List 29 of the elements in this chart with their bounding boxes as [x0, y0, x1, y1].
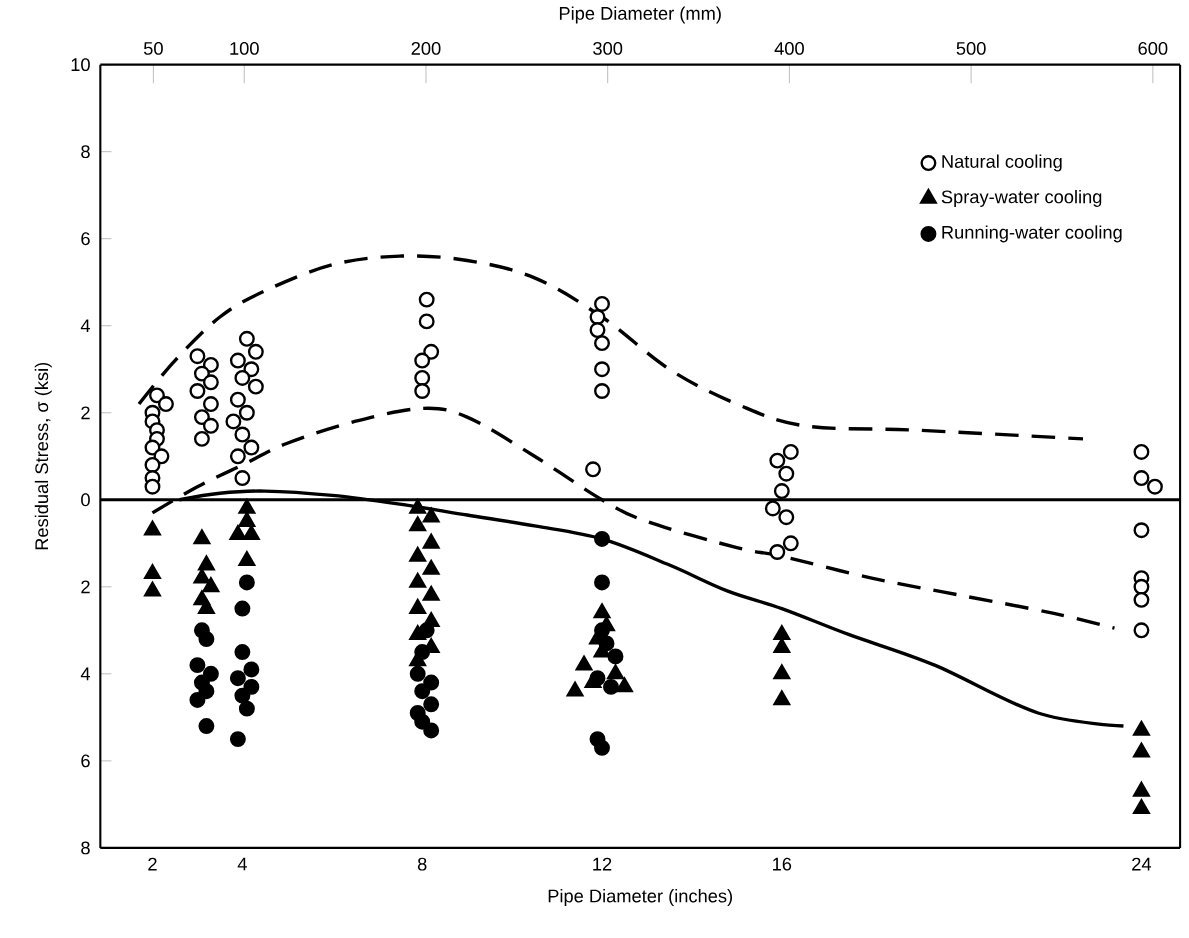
y-axis-title: Residual Stress, σ (ksi) [34, 362, 52, 550]
y-tick-label: 6 [81, 754, 90, 768]
x2-tick-label: 600 [1138, 42, 1168, 55]
y-tick-label: 4 [80, 667, 91, 681]
x-tick-label: 24 [1132, 857, 1152, 871]
x-tick-label: 12 [593, 857, 612, 871]
x2-tick-label: 50 [143, 42, 163, 55]
x2-tick-label: 500 [956, 42, 986, 55]
x2-tick-label: 200 [411, 42, 441, 55]
y-tick-label: 6 [81, 232, 90, 246]
legend-label: Running-water cooling [942, 225, 1122, 243]
y-tick-label: 8 [81, 841, 90, 855]
x-tick-label: 8 [417, 857, 427, 871]
y-tick-label: 8 [81, 145, 90, 159]
x-tick-label: 2 [148, 857, 157, 871]
x-axis-title: Pipe Diameter (inches) [548, 889, 733, 907]
x-tick-label: 4 [237, 857, 247, 871]
x2-tick-label: 400 [774, 42, 804, 55]
x-tick-label: 16 [773, 857, 792, 871]
y-tick-label: 10 [71, 58, 90, 72]
x2-tick-label: 100 [230, 42, 259, 55]
y-tick-label: 4 [80, 319, 91, 333]
y-tick-label: 0 [81, 493, 90, 507]
legend-label: Natural cooling [942, 154, 1062, 172]
x2-axis-title: Pipe Diameter (mm) [559, 6, 721, 24]
y-tick-label: 2 [81, 406, 90, 420]
x2-tick-label: 300 [593, 42, 623, 55]
y-tick-label: 2 [81, 580, 90, 594]
legend-label: Spray-water cooling [941, 190, 1102, 208]
